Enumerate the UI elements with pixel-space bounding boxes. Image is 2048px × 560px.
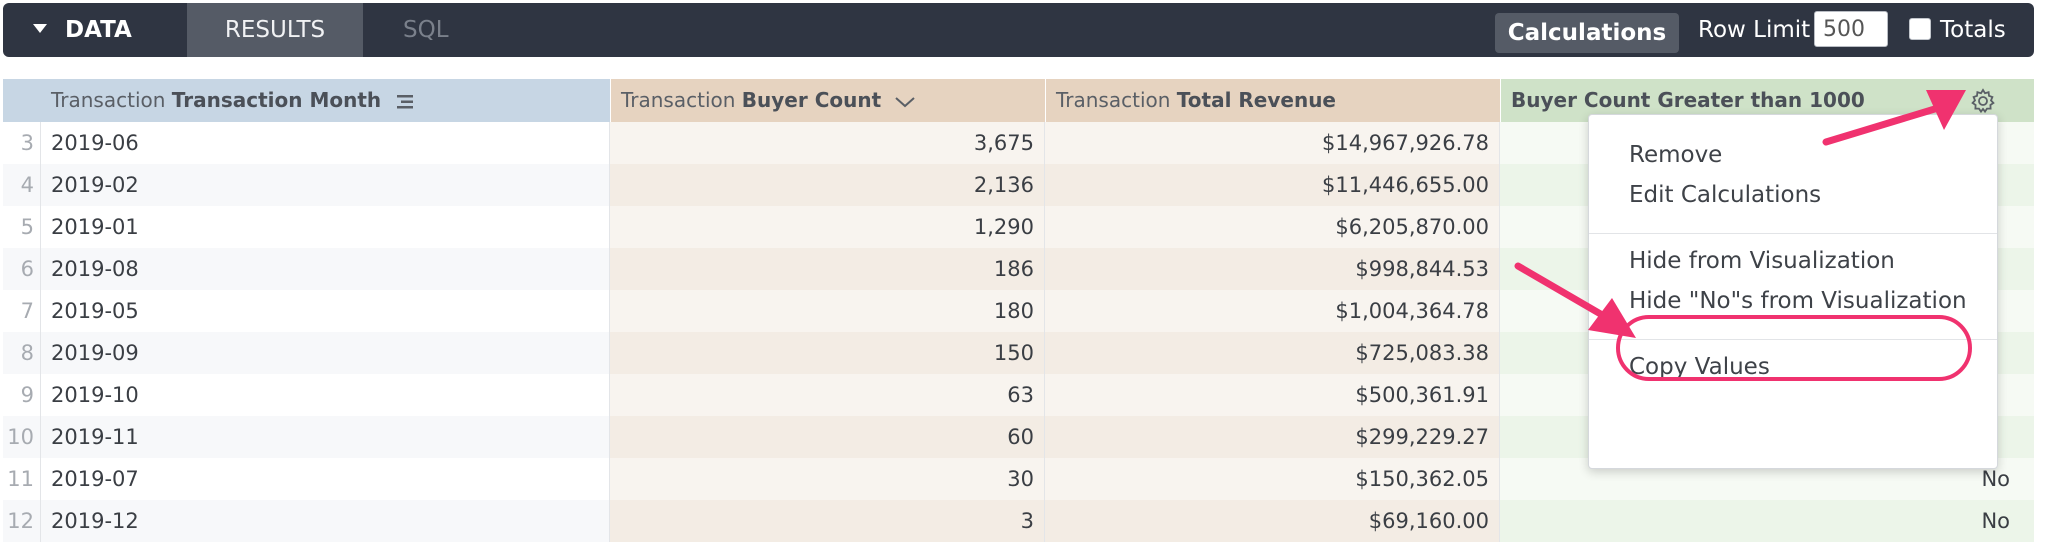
cell-transaction-month: 2019-02 (41, 164, 610, 206)
row-index-cell: 10 (3, 416, 41, 458)
row-limit-label: Row Limit (1698, 17, 1811, 43)
row-index-cell: 7 (3, 290, 41, 332)
cell-buyer-count: 63 (610, 374, 1045, 416)
cell-buyer-count: 1,290 (610, 206, 1045, 248)
header-calc-name: Buyer Count Greater than 1000 (1511, 88, 1865, 112)
menu-divider (1589, 339, 1997, 340)
cell-transaction-month: 2019-12 (41, 500, 610, 542)
row-index-header (3, 79, 41, 122)
cell-transaction-month: 2019-09 (41, 332, 610, 374)
cell-buyer-count-greater-than-1000: No (1500, 500, 2034, 542)
cell-transaction-month: 2019-01 (41, 206, 610, 248)
column-options-menu: Remove Edit Calculations Hide from Visua… (1588, 114, 1998, 469)
cell-transaction-month: 2019-10 (41, 374, 610, 416)
tab-sql[interactable]: SQL (403, 17, 449, 43)
caret-down-icon (33, 24, 47, 33)
pivot-icon[interactable] (395, 93, 417, 111)
row-index-cell: 8 (3, 332, 41, 374)
cell-total-revenue: $1,004,364.78 (1045, 290, 1500, 332)
row-limit-input[interactable] (1814, 11, 1888, 47)
header-month-prefix: Transaction (51, 88, 166, 112)
tab-data[interactable]: DATA (33, 3, 132, 57)
header-buyer-prefix: Transaction (621, 88, 736, 112)
header-transaction-month[interactable]: Transaction Transaction Month (41, 79, 610, 122)
tab-data-label: DATA (65, 17, 132, 43)
highlight-annotation (1616, 315, 1972, 381)
row-index-cell: 5 (3, 206, 41, 248)
cell-total-revenue: $299,229.27 (1045, 416, 1500, 458)
row-index-cell: 4 (3, 164, 41, 206)
cell-transaction-month: 2019-08 (41, 248, 610, 290)
toolbar: DATA RESULTS SQL Calculations Row Limit … (3, 3, 2034, 57)
cell-buyer-count: 180 (610, 290, 1045, 332)
calculations-button[interactable]: Calculations (1495, 13, 1679, 53)
cell-transaction-month: 2019-11 (41, 416, 610, 458)
header-revenue-prefix: Transaction (1056, 88, 1171, 112)
header-revenue-name: Total Revenue (1176, 88, 1336, 112)
cell-transaction-month: 2019-07 (41, 458, 610, 500)
gear-icon[interactable] (1969, 87, 1997, 115)
header-buyer-name: Buyer Count (741, 88, 882, 112)
cell-buyer-count: 60 (610, 416, 1045, 458)
arrow-annotation-icon (1822, 90, 1966, 146)
cell-total-revenue: $69,160.00 (1045, 500, 1500, 542)
cell-total-revenue: $6,205,870.00 (1045, 206, 1500, 248)
menu-item-hide-nos-from-visualization[interactable]: Hide "No"s from Visualization (1629, 288, 1967, 314)
menu-item-hide-from-visualization[interactable]: Hide from Visualization (1629, 248, 1895, 274)
cell-total-revenue: $14,967,926.78 (1045, 122, 1500, 164)
menu-item-copy-values[interactable]: Copy Values (1629, 354, 1770, 380)
cell-buyer-count: 150 (610, 332, 1045, 374)
header-month-name: Transaction Month (171, 88, 382, 112)
header-total-revenue[interactable]: Transaction Total Revenue (1045, 79, 1500, 122)
row-index-cell: 11 (3, 458, 41, 500)
cell-total-revenue: $11,446,655.00 (1045, 164, 1500, 206)
sort-descending-icon[interactable] (894, 95, 916, 109)
row-index-cell: 9 (3, 374, 41, 416)
table-row[interactable]: 12 2019-12 3 $69,160.00 No (3, 500, 2034, 542)
row-index-cell: 3 (3, 122, 41, 164)
menu-item-edit-calculations[interactable]: Edit Calculations (1629, 182, 1822, 208)
cell-buyer-count: 3,675 (610, 122, 1045, 164)
menu-item-remove[interactable]: Remove (1629, 142, 1723, 168)
header-buyer-count[interactable]: Transaction Buyer Count (610, 79, 1045, 122)
totals-checkbox[interactable] (1909, 18, 1931, 40)
cell-buyer-count: 3 (610, 500, 1045, 542)
row-index-cell: 12 (3, 500, 41, 542)
cell-total-revenue: $998,844.53 (1045, 248, 1500, 290)
cell-transaction-month: 2019-05 (41, 290, 610, 332)
cell-buyer-count: 2,136 (610, 164, 1045, 206)
cell-buyer-count: 186 (610, 248, 1045, 290)
menu-divider (1589, 233, 1997, 234)
cell-transaction-month: 2019-06 (41, 122, 610, 164)
tab-results[interactable]: RESULTS (187, 3, 363, 57)
cell-total-revenue: $150,362.05 (1045, 458, 1500, 500)
cell-total-revenue: $725,083.38 (1045, 332, 1500, 374)
cell-total-revenue: $500,361.91 (1045, 374, 1500, 416)
arrow-annotation-icon (1514, 262, 1636, 338)
cell-buyer-count: 30 (610, 458, 1045, 500)
totals-label: Totals (1940, 17, 2006, 43)
row-index-cell: 6 (3, 248, 41, 290)
